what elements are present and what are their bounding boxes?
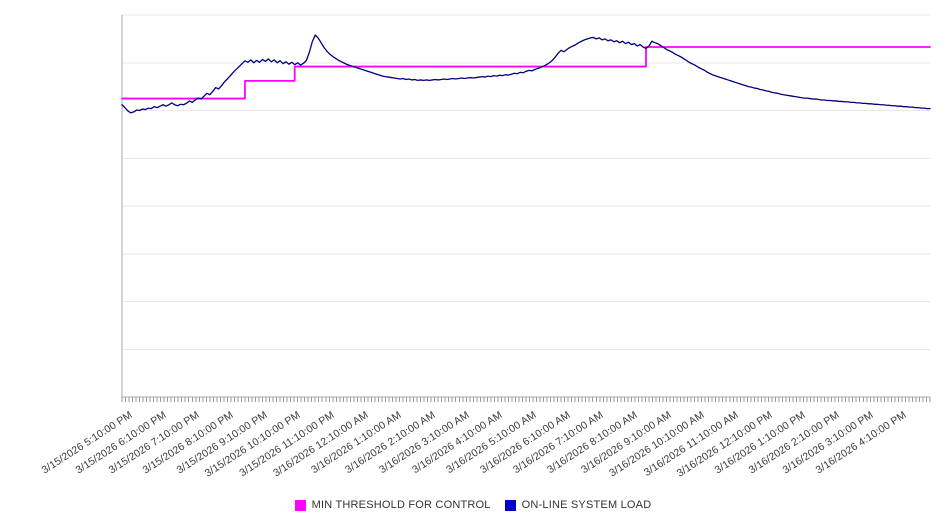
chart-plot-area: [121, 14, 931, 402]
legend-label-on-line-system-load: ON-LINE SYSTEM LOAD: [521, 499, 652, 511]
x-axis-minor-ticks: [121, 397, 931, 402]
series-on-line-system-load: [121, 34, 931, 114]
legend-swatch-blue: [504, 499, 516, 511]
legend-item-on-line-system-load[interactable]: ON-LINE SYSTEM LOAD: [504, 499, 652, 511]
legend-item-min-threshold-for-control[interactable]: MIN THRESHOLD FOR CONTROL: [294, 499, 491, 511]
legend-label-min-threshold-for-control: MIN THRESHOLD FOR CONTROL: [311, 499, 491, 511]
gridlines: [122, 14, 930, 350]
legend-swatch-magenta: [294, 499, 306, 511]
series-min-threshold-for-control: [121, 46, 931, 100]
chart-legend: MIN THRESHOLD FOR CONTROL ON-LINE SYSTEM…: [0, 494, 946, 516]
